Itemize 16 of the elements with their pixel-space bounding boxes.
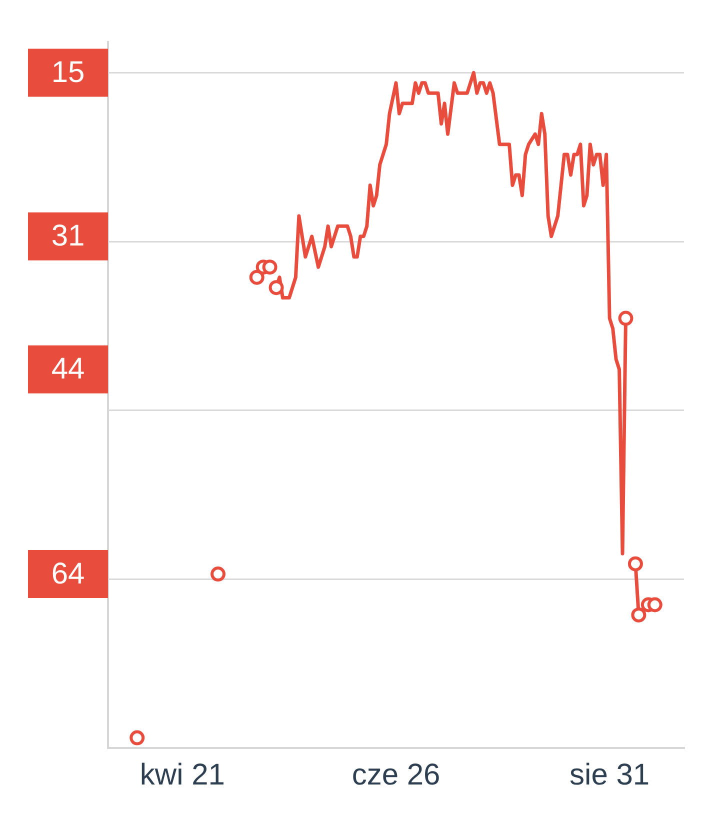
point bbox=[210, 566, 226, 582]
y-tick-label: 15 bbox=[51, 56, 85, 89]
y-tick-label: 31 bbox=[51, 220, 85, 253]
point bbox=[262, 260, 278, 275]
y-tick-label: 44 bbox=[51, 352, 85, 386]
x-tick-label: kwi 21 bbox=[140, 758, 225, 792]
x-tick-label: cze 26 bbox=[352, 758, 440, 792]
x-tick-label: sie 31 bbox=[570, 758, 650, 792]
y-tick-label: 64 bbox=[51, 557, 85, 590]
point bbox=[130, 730, 145, 746]
point bbox=[249, 270, 264, 285]
point bbox=[631, 607, 646, 622]
point bbox=[268, 280, 284, 296]
point bbox=[647, 597, 662, 612]
point bbox=[618, 310, 634, 326]
point bbox=[628, 556, 643, 572]
